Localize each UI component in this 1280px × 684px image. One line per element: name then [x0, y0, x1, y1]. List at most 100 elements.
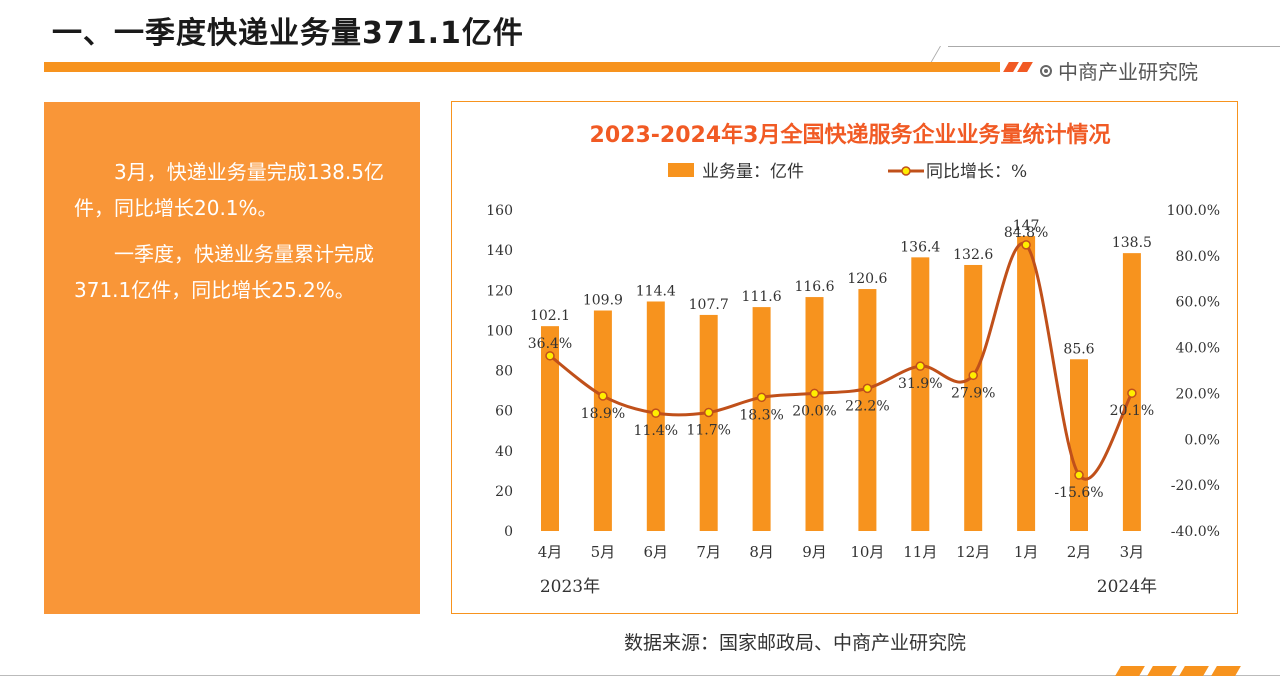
bar-value-label: 120.6 — [847, 271, 887, 287]
right-tick-label: 40.0% — [1176, 341, 1220, 357]
right-axis: -40.0% -20.0% 0.0% 20.0% 40.0% 60.0% 80.0% 100.… — [1167, 203, 1220, 540]
left-tick-label: 140 — [486, 243, 513, 259]
category-label: 4月 — [538, 543, 563, 561]
growth-point — [598, 391, 608, 401]
bar-value-label: 102.1 — [530, 308, 570, 324]
category-label: 2月 — [1067, 543, 1092, 561]
brand-logo: 中商产业研究院 — [1040, 56, 1198, 85]
right-tick-label: 0.0% — [1184, 432, 1220, 448]
header-divider — [948, 46, 1280, 47]
left-axis: 0 20 40 60 80 100 120 140 160 — [486, 203, 513, 540]
growth-point — [756, 392, 767, 403]
growth-value-label: 27.9% — [951, 385, 995, 401]
growth-point — [651, 408, 661, 418]
bar-value-label: 116.6 — [794, 279, 834, 295]
legend-line-marker — [901, 166, 911, 176]
growth-point — [809, 388, 820, 399]
summary-paragraph-1: 3月，快递业务量完成138.5亿件，同比增长20.1%。 — [74, 160, 384, 220]
left-tick-label: 120 — [486, 283, 513, 299]
category-label: 12月 — [956, 543, 990, 561]
left-tick-label: 160 — [486, 203, 513, 219]
left-tick-label: 40 — [495, 444, 513, 460]
bar — [593, 310, 612, 531]
growth-value-label: -15.6% — [1054, 485, 1103, 501]
growth-value-label: 18.3% — [739, 407, 783, 423]
left-tick-label: 0 — [504, 524, 513, 540]
right-tick-label: 80.0% — [1176, 249, 1220, 265]
growth-points — [545, 240, 1137, 480]
chart-title: 2023-2024年3月全国快递服务企业业务量统计情况 — [590, 122, 1111, 148]
year-label: 2024年 — [1097, 577, 1157, 597]
bar — [1070, 359, 1088, 531]
growth-line — [549, 241, 1134, 481]
summary-paragraph-2: 一季度，快递业务量累计完成371.1亿件，同比增长25.2%。 — [74, 242, 374, 302]
bar-value-label: 136.4 — [900, 239, 940, 255]
chart-container — [451, 101, 1238, 614]
category-label: 1月 — [1014, 543, 1039, 561]
growth-point — [915, 361, 926, 371]
left-tick-label: 100 — [486, 323, 513, 339]
category-label: 7月 — [696, 543, 721, 561]
growth-value-label: 18.9% — [581, 406, 625, 422]
legend-bar-label: 业务量：亿件 — [702, 162, 804, 182]
right-tick-label: 100.0% — [1167, 203, 1220, 219]
footer-divider — [0, 675, 1280, 676]
chart-legend: 业务量：亿件 同比增长：% — [668, 162, 1027, 182]
year-labels: 2023年 2024年 — [540, 577, 1157, 597]
bar-series — [541, 236, 1141, 532]
growth-point — [1074, 470, 1084, 480]
category-label: 3月 — [1120, 543, 1145, 561]
category-label: 9月 — [802, 543, 827, 561]
bar-value-label: 138.5 — [1112, 235, 1152, 251]
bar — [911, 257, 930, 531]
bar — [1017, 236, 1036, 532]
growth-value-label: 11.4% — [634, 423, 678, 439]
bar — [541, 326, 559, 531]
summary-panel: 3月，快递业务量完成138.5亿件，同比增长20.1%。 一季度，快递业务量累计… — [44, 102, 420, 614]
bar-value-label: 107.7 — [689, 297, 729, 313]
category-label: 5月 — [591, 543, 616, 561]
legend-bar-swatch — [668, 163, 694, 177]
left-tick-label: 80 — [495, 364, 513, 380]
category-label: 6月 — [644, 543, 669, 561]
brand-name: 中商产业研究院 — [1058, 60, 1198, 84]
category-label: 11月 — [903, 543, 937, 561]
bar-value-label: 111.6 — [742, 289, 782, 305]
bar-value-label: 109.9 — [583, 293, 623, 309]
bar-value-label: 85.6 — [1063, 341, 1094, 357]
growth-labels: 36.4% 18.9% 11.4% 11.7% 18.3% 20.0% 22.2% 31.9%… — [528, 225, 1154, 501]
right-tick-label: 60.0% — [1176, 295, 1220, 311]
growth-value-label: 11.7% — [686, 422, 730, 438]
growth-point — [1021, 240, 1031, 250]
x-axis: 4月 5月 6月 7月 8月 9月 10月 11月 12月 1月 2月 3月 — [538, 543, 1144, 561]
bar — [858, 289, 877, 531]
target-icon — [1040, 64, 1052, 77]
category-label: 10月 — [850, 543, 884, 561]
growth-value-label: 20.1% — [1110, 403, 1154, 419]
growth-value-label: 36.4% — [528, 336, 572, 352]
left-tick-label: 20 — [495, 484, 513, 500]
bar-value-label: 132.6 — [953, 247, 993, 263]
right-tick-label: 20.0% — [1176, 386, 1220, 402]
bar — [805, 297, 824, 531]
bar-value-label: 114.4 — [636, 283, 676, 299]
growth-value-label: 22.2% — [845, 398, 889, 414]
growth-point — [968, 370, 978, 381]
legend-line-label: 同比增长：% — [926, 162, 1027, 182]
right-tick-label: -40.0% — [1171, 524, 1220, 540]
data-source: 数据来源：国家邮政局、中商产业研究院 — [624, 632, 967, 654]
growth-value-label: 31.9% — [898, 376, 942, 392]
left-tick-label: 60 — [495, 404, 513, 420]
category-label: 8月 — [749, 543, 774, 561]
growth-point — [1127, 388, 1137, 398]
bar-labels: 102.1 109.9 114.4 107.7 111.6 116.6 120.6 136.4… — [530, 218, 1152, 357]
growth-value-label: 84.8% — [1004, 225, 1048, 241]
bar — [964, 264, 983, 531]
title-underline — [44, 62, 1000, 72]
right-tick-label: -20.0% — [1171, 478, 1220, 494]
summary-text: 3月，快递业务量完成138.5亿件，同比增长20.1%。 一季度，快递业务量累计… — [74, 154, 404, 318]
year-label: 2023年 — [540, 577, 600, 597]
growth-point — [545, 351, 555, 361]
bar-value-label: 147 — [1013, 218, 1040, 234]
